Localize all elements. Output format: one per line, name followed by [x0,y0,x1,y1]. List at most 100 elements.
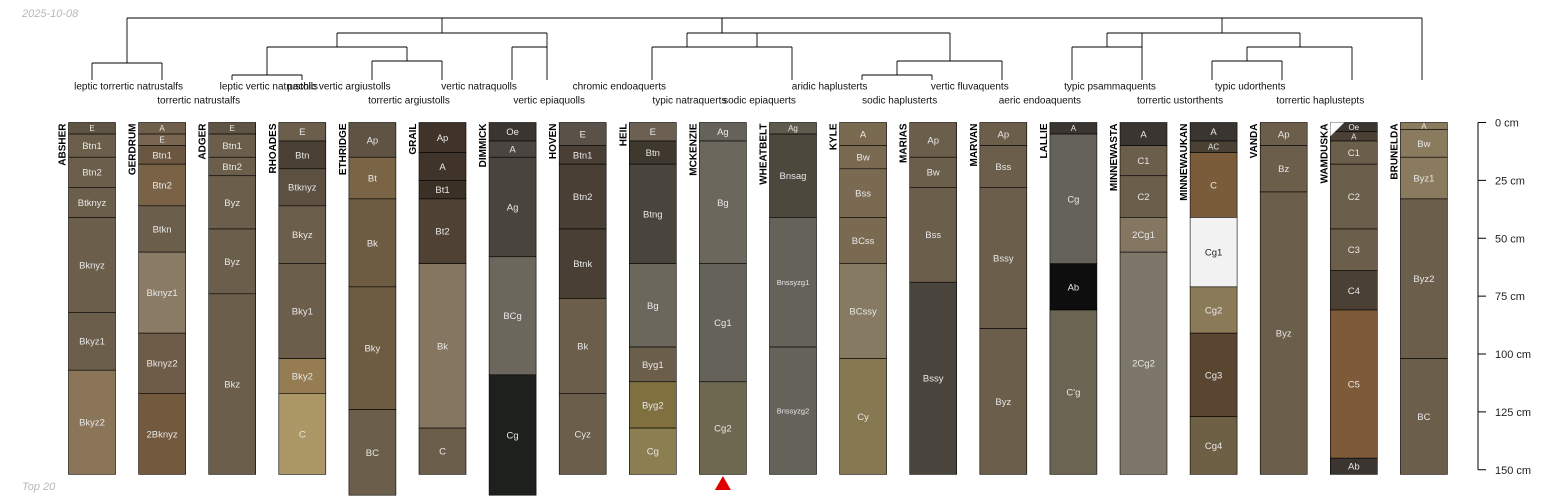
horizon-label: A [1351,132,1357,141]
horizon-label: Btn2 [573,192,593,203]
horizon-byz [979,328,1028,475]
horizon-label: Ag [717,127,729,138]
horizon-label: Cy [857,412,869,423]
horizon-label: Cg1 [1205,248,1222,259]
horizon-label: Ap [437,133,449,144]
horizon-label: Btn2 [222,162,242,173]
horizon-label: E [159,136,164,145]
profile-hoven: HOVEN E Btn1 Btn2 Btnk Bk Cyz [548,122,607,475]
horizon-label: C1 [1348,148,1360,159]
depth-tick-label: 150 cm [1495,465,1531,477]
horizon-cg [488,374,537,496]
taxon-label: typic natraquerts [652,96,726,107]
horizon-bc [1400,358,1448,475]
profile-name-label: DIMMICK [478,123,489,168]
taxon-label: aeric endoaquents [999,96,1081,107]
profile-ethridge: ETHRIDGE Ap Bt Bk Bky BC [338,122,397,496]
horizon-label: Btkn [153,224,172,235]
horizon-label: Btn1 [222,141,242,152]
profile-marias: MARIAS Ap Bw Bss Bssy [899,122,958,475]
horizon-2bknyz [138,393,186,475]
horizon-label: Bss [925,230,941,241]
taxon-label: leptic torrertic natrustalfs [74,82,183,93]
horizon-label: E [230,124,235,133]
horizon-label: A [1140,129,1147,140]
profile-wheatbelt: WHEATBELT Ag Bnsag Bnssyzg1 Bnssyzg2 [759,122,817,475]
horizon-bssy [979,187,1028,329]
horizon-bknyz2 [138,332,186,394]
horizon-label: Btnk [573,259,592,270]
horizon-label: Bnsag [780,171,807,182]
horizon-c5 [1330,309,1378,459]
profile-name-label: GERDRUM [128,124,139,176]
horizon-bk [348,198,397,288]
profile-name-label: WAMDUSKA [1319,124,1330,184]
horizon-label: 2Bknyz [147,429,178,440]
horizon-btn2 [558,163,607,230]
horizon-label: C [1210,180,1217,191]
depth-tick-label: 50 cm [1495,233,1525,245]
taxon-label: typic udorthents [1215,82,1286,93]
horizon-label: Btn [295,150,309,161]
horizon-bss [979,145,1028,188]
horizon-label: Bknyz [79,260,105,271]
horizon-label: Bnssyzg2 [777,406,810,415]
horizon-c1 [1119,145,1168,177]
horizon-cg1 [699,263,747,383]
horizon-bg [699,140,747,265]
profile-name-label: MARVAN [969,124,980,167]
horizon-cg [1049,133,1098,265]
profile-name-label: MCKENZIE [688,123,699,176]
horizon-bt [348,156,397,200]
horizon-bss [909,187,958,283]
horizon-label: Byz [995,397,1011,408]
profile-name-label: KYLE [829,123,840,150]
horizon-label: 2Cg1 [1132,230,1155,241]
horizon-label: Bky1 [292,307,313,318]
horizon-label: Byz1 [1413,173,1434,184]
horizon-label: Cg4 [1205,441,1222,452]
horizon-label: Ag [788,124,798,133]
horizon-bcg [488,256,537,376]
horizon-cg1 [1189,217,1238,288]
taxon-label: aridic haplusterts [792,82,868,93]
horizon-label: A [860,129,867,140]
horizon-label: C3 [1348,245,1360,256]
date-label: 2025-10-08 [22,8,79,20]
horizon-label: Byg1 [642,360,664,371]
horizon-label: Cg [507,430,519,441]
horizon-label: C1 [1137,156,1149,167]
taxon-label: torrertic haplustepts [1276,96,1364,107]
horizon-cyz [558,393,607,475]
horizon-byz [208,175,256,230]
profile-brunelda: BRUNELDA A Bw Byz1 Byz2 BC [1389,122,1448,475]
horizon-label: BCss [852,236,875,247]
profile-name-label: MARIAS [899,123,910,163]
horizon-ab [1049,263,1098,311]
horizon-label: Ab [1068,282,1080,293]
horizon-c2 [1119,175,1168,218]
horizon-label: Btn1 [573,150,593,161]
horizon-label: Btng [643,209,663,220]
horizon-btn [278,140,327,170]
horizon-label: BCg [503,311,521,322]
horizon-label: Btknyz [78,198,107,209]
horizon-label: Cg [1067,194,1079,205]
horizon-label: Oe [506,127,519,138]
horizon-label: Btn1 [152,150,172,161]
profile-grail: GRAIL Ap A Bt1 Bt2 Bk C [408,122,467,475]
profile-name-label: RHOADES [268,123,279,173]
horizon-label: A [509,145,516,156]
horizon-btkn [138,205,186,253]
horizon-ab [1330,457,1378,475]
horizon-c [418,427,467,475]
horizon-bc [348,409,397,496]
horizon-btn2 [68,156,116,188]
horizon-label: C [439,447,446,458]
horizon-label: Bknyz1 [147,288,178,299]
taxon-label: chromic endoaquerts [573,82,666,93]
taxon-label: sodic haplusterts [862,96,937,107]
horizon-bkz [208,293,256,475]
profile-name-label: GRAIL [408,124,419,155]
horizon-bky [348,286,397,410]
